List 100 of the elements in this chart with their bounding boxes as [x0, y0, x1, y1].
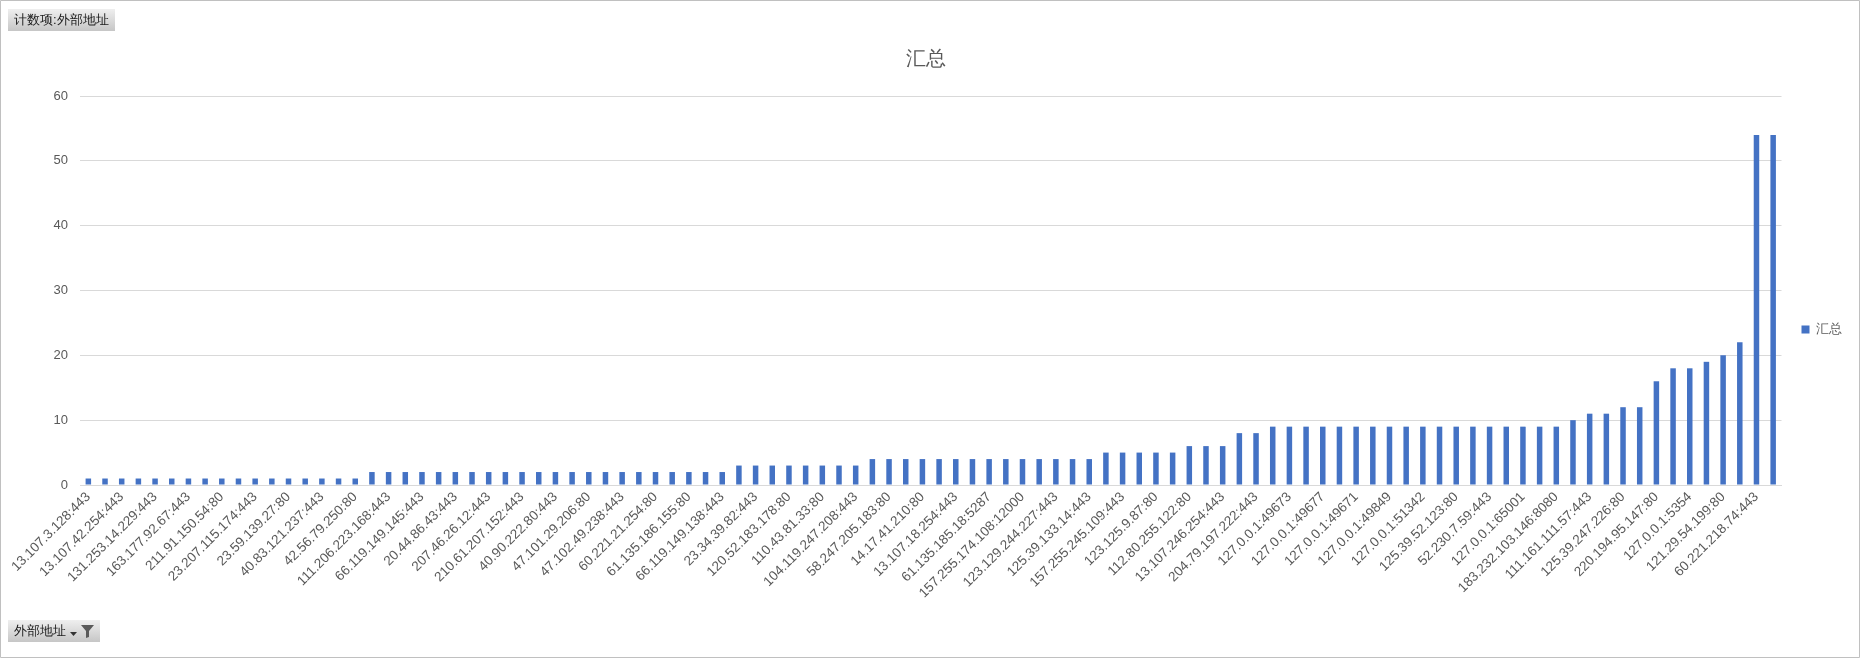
bar [169, 478, 175, 485]
bar [552, 472, 559, 485]
bar [1136, 452, 1143, 485]
bar [319, 478, 325, 485]
bar [1570, 420, 1576, 485]
bar [1320, 426, 1326, 485]
bar [1520, 426, 1526, 485]
bar [435, 472, 442, 485]
bar [369, 472, 375, 485]
bar [702, 472, 709, 485]
bar [769, 465, 776, 485]
bar [535, 472, 542, 485]
bar [802, 465, 809, 485]
bar [953, 459, 959, 485]
bar [1403, 426, 1409, 485]
bar [285, 478, 292, 485]
bar [1586, 413, 1593, 485]
bar [786, 465, 792, 485]
bar [819, 465, 826, 485]
bar [385, 472, 392, 485]
bar [852, 465, 859, 485]
bar [1670, 368, 1676, 485]
bar [1436, 426, 1443, 485]
bar [1503, 426, 1510, 485]
bar [1720, 355, 1726, 485]
bar [1003, 459, 1009, 485]
bar [886, 459, 892, 485]
bar [252, 478, 258, 485]
field-button: 外部地址 [8, 620, 100, 642]
bar [1737, 342, 1743, 485]
bar [1420, 426, 1426, 485]
bar [185, 478, 192, 485]
bar [1770, 134, 1776, 485]
bar [1603, 413, 1610, 485]
bar [1236, 433, 1243, 485]
bar [1486, 426, 1493, 485]
bar [1336, 426, 1343, 485]
bar [902, 459, 909, 485]
bar [1269, 426, 1276, 485]
bar [1687, 368, 1693, 485]
bar [269, 478, 275, 485]
bar [586, 472, 592, 485]
bar [1169, 452, 1176, 485]
bar [1703, 361, 1710, 485]
bar [335, 478, 342, 485]
bar [85, 478, 92, 485]
y-tick-label: 0 [60, 476, 68, 492]
bar [636, 472, 642, 485]
bar [419, 472, 425, 485]
bar [1219, 446, 1226, 485]
bar [652, 472, 659, 485]
bar [1470, 426, 1476, 485]
bar [969, 459, 976, 485]
bar [836, 465, 842, 485]
bar [669, 472, 675, 485]
bar [986, 459, 992, 485]
bar [719, 472, 725, 485]
bar [402, 472, 409, 485]
y-tick-label: 50 [53, 152, 68, 168]
bar [1069, 459, 1076, 485]
y-tick-label: 20 [53, 346, 68, 362]
bar [202, 478, 208, 485]
bar [1119, 452, 1126, 485]
bar [1653, 381, 1660, 485]
bar [302, 478, 308, 485]
bar [152, 478, 158, 485]
bar [235, 478, 242, 485]
bar [1019, 459, 1026, 485]
bar [686, 472, 692, 485]
bar [452, 472, 459, 485]
bar [118, 478, 125, 485]
bar [1370, 426, 1376, 485]
bar [1253, 433, 1259, 485]
bar [485, 472, 492, 485]
bar [869, 459, 876, 485]
bar [1053, 459, 1059, 485]
bar [102, 478, 108, 485]
legend-label: 汇总 [1816, 321, 1842, 337]
bar [602, 472, 609, 485]
bar [1386, 426, 1393, 485]
bar [219, 478, 225, 485]
bar [736, 465, 742, 485]
bar [1153, 452, 1159, 485]
bar [1620, 407, 1626, 485]
bar [502, 472, 509, 485]
bar [1103, 452, 1109, 485]
bar [569, 472, 575, 485]
bar [1353, 426, 1359, 485]
bar [752, 465, 759, 485]
bar [1636, 407, 1643, 485]
bar [1553, 426, 1560, 485]
bar [135, 478, 142, 485]
bar [1453, 426, 1459, 485]
y-tick-label: 30 [53, 282, 68, 298]
y-tick-label: 60 [53, 87, 68, 103]
bar [519, 472, 525, 485]
bar [1086, 459, 1092, 485]
bar [352, 478, 358, 485]
bar [919, 459, 926, 485]
bar [1753, 134, 1760, 485]
